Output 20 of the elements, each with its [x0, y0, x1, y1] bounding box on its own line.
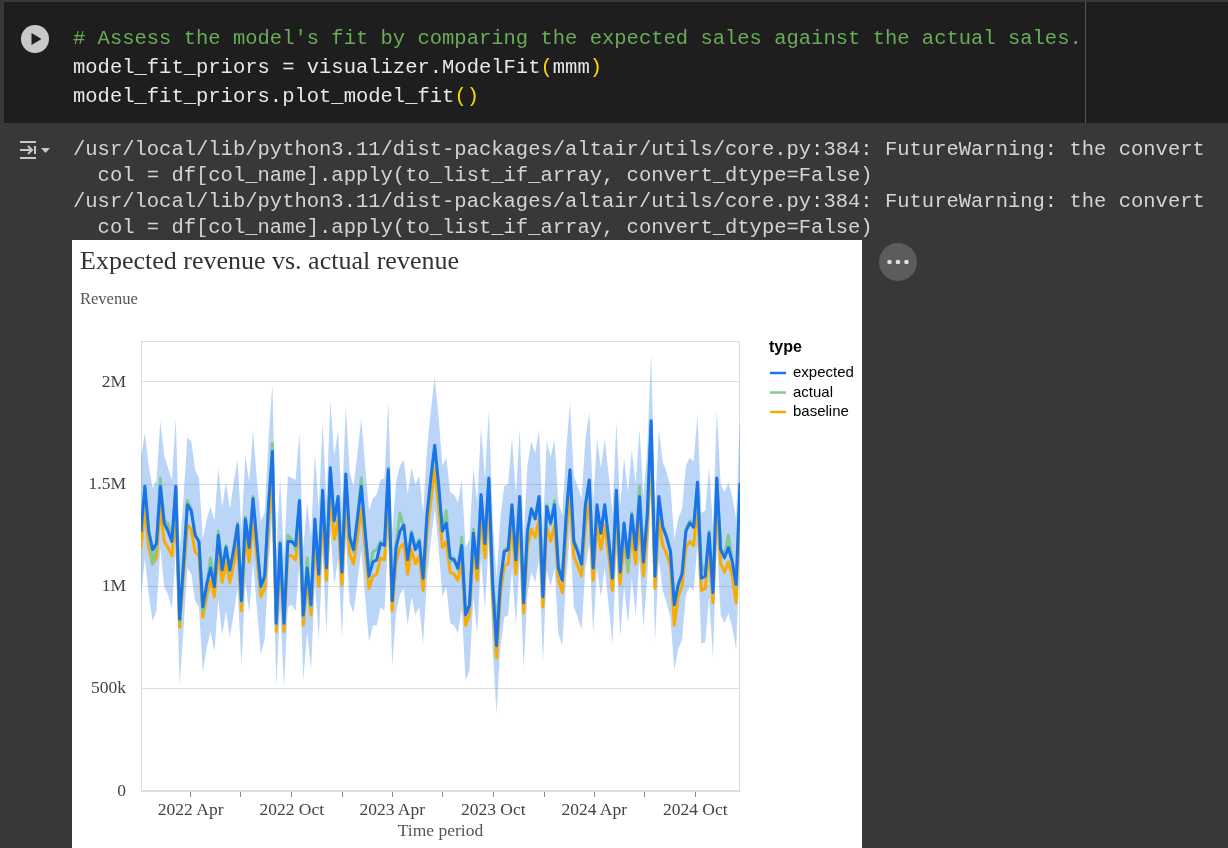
y-tick-label: 2M	[101, 370, 127, 391]
text: /usr/local/lib/python3.11/dist-packages/altair/utils/core.py:384: FutureWarning: the convert col = df[col_name].apply(to_list_if_array, convert_dtype=False) /usr/local/lib/python3.11/dist-packages/altair/utils/core.py:384: FutureWarning: the convert col = df[col_name].apply(to_list_if_array, convert_dtype=False)	[73, 137, 1205, 241]
y-tick-label: 1.5M	[88, 472, 127, 493]
x-tick-label: 2024 Oct	[662, 799, 728, 820]
legend-label: actual	[793, 382, 834, 400]
chart-title: Expected revenue vs. actual revenue	[80, 245, 459, 275]
x-tick-label: 2024 Apr	[561, 799, 628, 820]
y-axis-title: Revenue	[80, 289, 138, 309]
x-tick-label: 2022 Oct	[259, 799, 325, 820]
legend-title: type	[769, 338, 802, 356]
y-tick-label: 500k	[91, 677, 127, 698]
x-tick-label: 2022 Apr	[157, 799, 224, 820]
x-tick-label: 2023 Oct	[460, 799, 526, 820]
x-axis-title: Time period	[397, 819, 484, 840]
x-tick-label: 2023 Apr	[359, 799, 426, 820]
legend-label: expected	[793, 363, 854, 381]
legend-label: baseline	[793, 402, 849, 420]
y-tick-label: 1M	[101, 575, 127, 596]
y-tick-label: 0	[117, 779, 127, 800]
text: # Assess the model's fit by comparing the expected sales against the actual sales. model_fit_priors = visualizer.ModelFit(mmm) model_fit_priors.plot_model_fit()	[73, 27, 1082, 108]
